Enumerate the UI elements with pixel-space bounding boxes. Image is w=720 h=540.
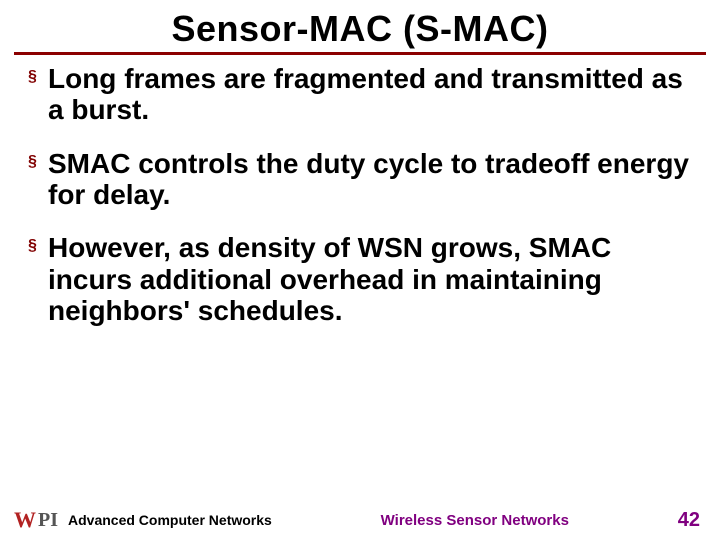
bullet-text: However, as density of WSN grows, SMAC i… [48, 232, 692, 326]
bullet-item: § However, as density of WSN grows, SMAC… [28, 232, 692, 326]
slide-title: Sensor-MAC (S-MAC) [0, 8, 720, 50]
slide-body: § Long frames are fragmented and transmi… [0, 55, 720, 327]
footer-center-text: Wireless Sensor Networks [381, 512, 569, 529]
bullet-marker-icon: § [28, 63, 48, 85]
bullet-marker-icon: § [28, 148, 48, 170]
footer-page-number: 42 [678, 509, 700, 532]
slide-footer: W PI Advanced Computer Networks Wireless… [0, 502, 720, 538]
slide: Sensor-MAC (S-MAC) § Long frames are fra… [0, 8, 720, 540]
bullet-text: Long frames are fragmented and transmitt… [48, 63, 692, 126]
bullet-item: § SMAC controls the duty cycle to tradeo… [28, 148, 692, 211]
wpi-logo: W PI [14, 507, 58, 533]
bullet-marker-icon: § [28, 232, 48, 254]
bullet-text: SMAC controls the duty cycle to tradeoff… [48, 148, 692, 211]
footer-left-text: Advanced Computer Networks [68, 512, 272, 528]
bullet-item: § Long frames are fragmented and transmi… [28, 63, 692, 126]
logo-w-letter: W [14, 507, 36, 533]
logo-pi-letters: PI [38, 509, 58, 532]
